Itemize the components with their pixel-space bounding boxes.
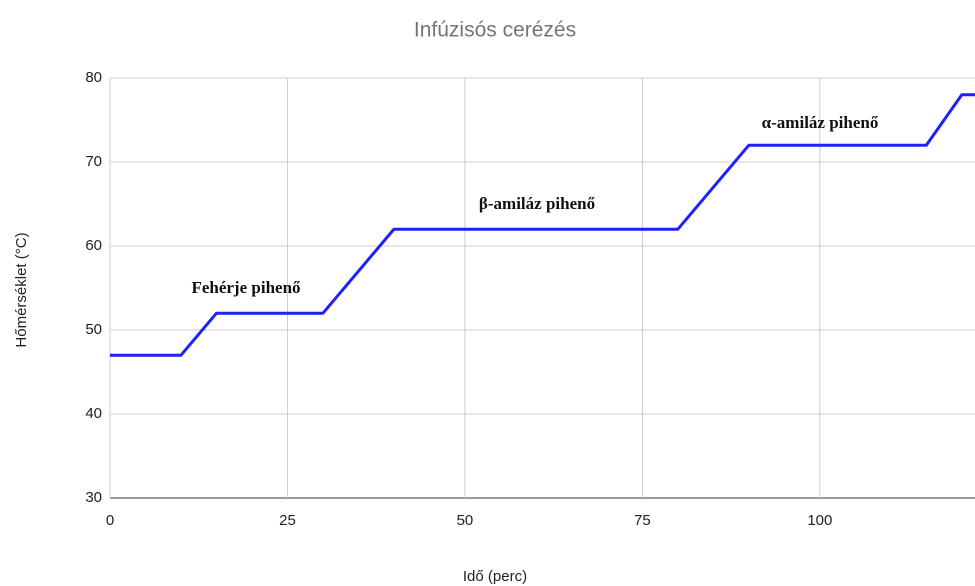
x-tick-label: 75 [634, 512, 651, 529]
chart-title: Infúzisós cerézés [414, 19, 576, 42]
x-tick-label: 0 [106, 512, 114, 529]
y-tick-label: 40 [85, 405, 102, 422]
annotation: β-amiláz pihenő [479, 194, 596, 213]
annotation: α-amiláz pihenő [762, 113, 879, 132]
x-axis-label: Idő (perc) [463, 568, 527, 585]
x-tick-label: 25 [279, 512, 296, 529]
data-line [110, 93, 975, 357]
y-tick-label: 30 [85, 489, 102, 506]
x-tick-label: 50 [457, 512, 474, 529]
x-tick-label: 100 [807, 512, 832, 529]
y-tick-label: 70 [85, 153, 102, 170]
y-tick-label: 50 [85, 321, 102, 338]
annotation: Fehérje pihenő [191, 278, 301, 297]
y-tick-label: 60 [85, 237, 102, 254]
y-axis-label: Hőmérséklet (°C) [13, 232, 30, 347]
y-tick-label: 80 [85, 69, 102, 86]
